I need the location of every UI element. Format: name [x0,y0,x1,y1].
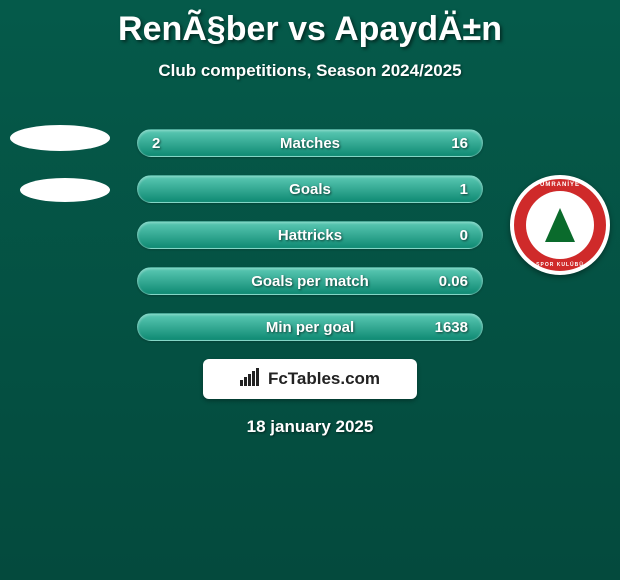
stat-right-value: 0 [460,222,468,250]
stat-right-value: 0.06 [439,268,468,296]
umraniye-logo: ÜMRANİYE SPOR KULÜBÜ [510,175,610,275]
ellipse-icon [10,125,110,151]
stat-label: Matches [138,130,482,158]
stat-bar-goals: Goals 1 [137,175,483,203]
date-text: 18 january 2025 [0,417,620,437]
ellipse-icon [20,178,110,202]
stat-label: Goals per match [138,268,482,296]
tree-icon [545,208,575,242]
stat-label: Hattricks [138,222,482,250]
right-team-badge: ÜMRANİYE SPOR KULÜBÜ [510,175,610,275]
stat-bar-hattricks: Hattricks 0 [137,221,483,249]
footer-brand-box[interactable]: FcTables.com [203,359,417,399]
stat-label: Goals [138,176,482,204]
stat-bar-matches: 2 Matches 16 [137,129,483,157]
stats-container: 2 Matches 16 Goals 1 Hattricks 0 Goals p… [137,129,483,341]
page-title: RenÃ§ber vs ApaydÄ±n [0,0,620,49]
footer-brand-text: FcTables.com [268,369,380,389]
left-team-badge [10,120,110,220]
stat-right-value: 16 [451,130,468,158]
chart-icon [240,368,262,391]
stat-right-value: 1 [460,176,468,204]
page-subtitle: Club competitions, Season 2024/2025 [0,61,620,81]
stat-bar-goals-per-match: Goals per match 0.06 [137,267,483,295]
stat-right-value: 1638 [435,314,468,342]
logo-text-bottom: SPOR KULÜBÜ [514,262,606,268]
logo-text-top: ÜMRANİYE [514,182,606,188]
stat-label: Min per goal [138,314,482,342]
stat-bar-min-per-goal: Min per goal 1638 [137,313,483,341]
